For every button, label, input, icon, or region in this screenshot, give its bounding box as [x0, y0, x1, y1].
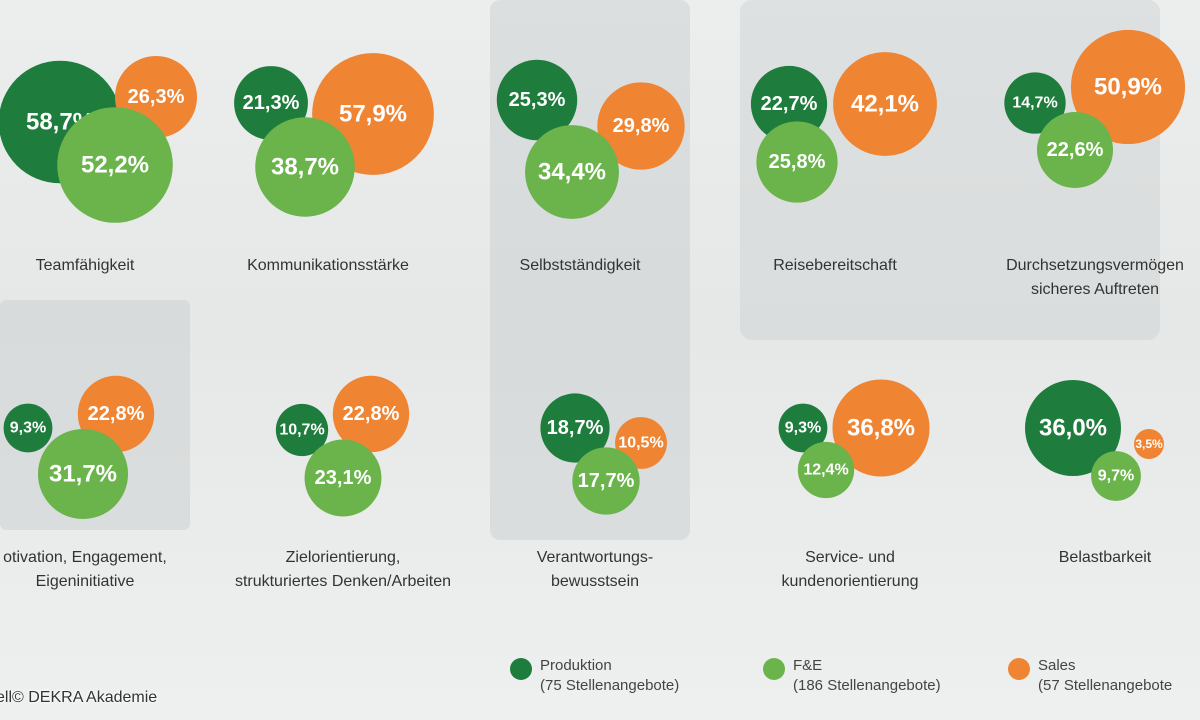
bubble-fe	[304, 439, 382, 517]
category-label: Teamfähigkeit	[36, 257, 135, 274]
bubble-value-label: 34,4%	[538, 159, 606, 186]
bubble-sales	[1070, 29, 1186, 145]
legend-item-fe: F&E (186 Stellenangebote)	[763, 656, 941, 696]
category-group: 21,3% 57,9%38,7% Kommunikationsstärke	[234, 53, 434, 274]
category-group: 25,3% 29,8% 34,4% Selbstständigkeit	[496, 59, 685, 274]
bubble-value-label: 25,3%	[509, 89, 566, 111]
category-label: Service- und	[805, 549, 895, 566]
bubble-value-label: 22,6%	[1047, 139, 1104, 161]
category-label: Kommunikationsstärke	[247, 257, 409, 274]
legend-note-sales: (57 Stellenangebote	[1038, 677, 1173, 694]
bubble-sales	[832, 379, 930, 477]
bubble-value-label: 25,8%	[769, 151, 826, 173]
bubble-value-label: 36,0%	[1039, 415, 1107, 442]
legend-note-produktion: (75 Stellenangebote)	[540, 677, 680, 694]
bubble-fe	[797, 441, 855, 499]
bubble-fe	[572, 447, 640, 515]
bubble-value-label: 17,7%	[578, 470, 635, 492]
bubble-sales	[833, 52, 937, 156]
source-credit: ell© DEKRA Akademie	[0, 689, 158, 706]
legend-item-sales: Sales (57 Stellenangebote	[1008, 656, 1172, 696]
bubble-value-label: 22,7%	[761, 93, 818, 115]
bubble-fe	[37, 428, 129, 520]
bubble-sales	[332, 375, 410, 453]
category-label: Verantwortungs-	[537, 549, 654, 566]
legend-dot-fe	[763, 658, 785, 680]
category-group: 9,3% 22,8% 31,7% otivation, Engagement, Eige…	[3, 375, 167, 590]
category-label: Zielorientierung,	[286, 549, 401, 566]
category-label: Reisebereitschaft	[773, 257, 897, 274]
bubble-produktion	[1025, 380, 1121, 476]
bubble-value-label: 42,1%	[851, 91, 919, 118]
category-group: 22,7% 42,1% 25,8% Reisebereitschaft	[750, 52, 937, 274]
bubble-fe	[1036, 111, 1114, 189]
bubble-value-label: 9,7%	[1098, 468, 1134, 485]
legend-item-produktion: Produktion (75 Stellenangebote)	[510, 656, 679, 696]
bubble-fe	[255, 117, 355, 217]
bubble-value-label: 50,9%	[1094, 74, 1162, 101]
bubble-value-label: 52,2%	[81, 152, 149, 179]
bubble-value-label: 10,7%	[279, 422, 324, 439]
legend-dot-sales	[1008, 658, 1030, 680]
category-label: kundenorientierung	[782, 573, 919, 590]
category-group: 14,7% 50,9% 22,6% Durchsetzungsvermögen sich…	[1004, 29, 1186, 298]
bubble-value-label: 22,8%	[88, 403, 145, 425]
category-group: 9,3% 36,8% 12,4% Service- und kundenorientie…	[778, 379, 930, 590]
bubble-produktion	[540, 393, 610, 463]
bubble-value-label: 10,5%	[618, 435, 663, 452]
bubble-produktion	[275, 403, 329, 457]
bubble-fe	[756, 121, 838, 203]
bubble-produktion	[778, 403, 828, 453]
legend-name-sales: Sales	[1038, 657, 1076, 674]
bubble-value-label: 57,9%	[339, 101, 407, 128]
category-group: 36,0% 3,5% 9,7% Belastbarkeit	[1025, 380, 1164, 566]
bubble-value-label: 23,1%	[315, 467, 372, 489]
category-label: Belastbarkeit	[1059, 549, 1152, 566]
category-label: otivation, Engagement,	[3, 549, 167, 566]
legend-note-fe: (186 Stellenangebote)	[793, 677, 941, 694]
category-label: Durchsetzungsvermögen	[1006, 257, 1184, 274]
category-label: Selbstständigkeit	[520, 257, 642, 274]
bubble-produktion	[1004, 72, 1066, 134]
bubble-sales	[1134, 429, 1164, 459]
bubble-value-label: 3,5%	[1135, 437, 1163, 451]
bubble-value-label: 21,3%	[243, 92, 300, 114]
legend-dot-produktion	[510, 658, 532, 680]
bubble-value-label: 12,4%	[803, 462, 848, 479]
legend-name-produktion: Produktion	[540, 657, 612, 674]
legend-name-fe: F&E	[793, 657, 823, 674]
category-label: sicheres Auftreten	[1031, 281, 1159, 298]
category-group: 10,7% 22,8% 23,1% Zielorientierung, struktur…	[235, 375, 451, 590]
bubble-sales	[597, 82, 685, 170]
bubble-value-label: 26,3%	[128, 86, 185, 108]
bubble-value-label: 22,8%	[343, 403, 400, 425]
category-label: Eigeninitiative	[36, 573, 135, 590]
bubble-fe	[1091, 451, 1141, 501]
bubble-value-label: 36,8%	[847, 415, 915, 442]
bubble-fe	[57, 107, 173, 223]
bubble-value-label: 18,7%	[547, 417, 604, 439]
category-group: 58,7%26,3%52,2%Teamfähigkeit	[0, 55, 198, 274]
bubble-value-label: 38,7%	[271, 154, 339, 181]
bubble-value-label: 31,7%	[49, 461, 117, 488]
bubble-value-label: 14,7%	[1012, 95, 1057, 112]
category-label: bewusstsein	[551, 573, 639, 590]
category-group: 18,7% 10,5% 17,7% Verantwortungs-bewusstsei…	[537, 393, 667, 590]
bubble-value-label: 29,8%	[613, 115, 670, 137]
bubble-value-label: 9,3%	[785, 420, 821, 437]
bubble-fe	[525, 125, 619, 219]
bubble-value-label: 9,3%	[10, 420, 46, 437]
bubble-produktion	[496, 59, 578, 141]
bubble-produktion	[3, 403, 53, 453]
category-label: strukturiertes Denken/Arbeiten	[235, 573, 451, 590]
